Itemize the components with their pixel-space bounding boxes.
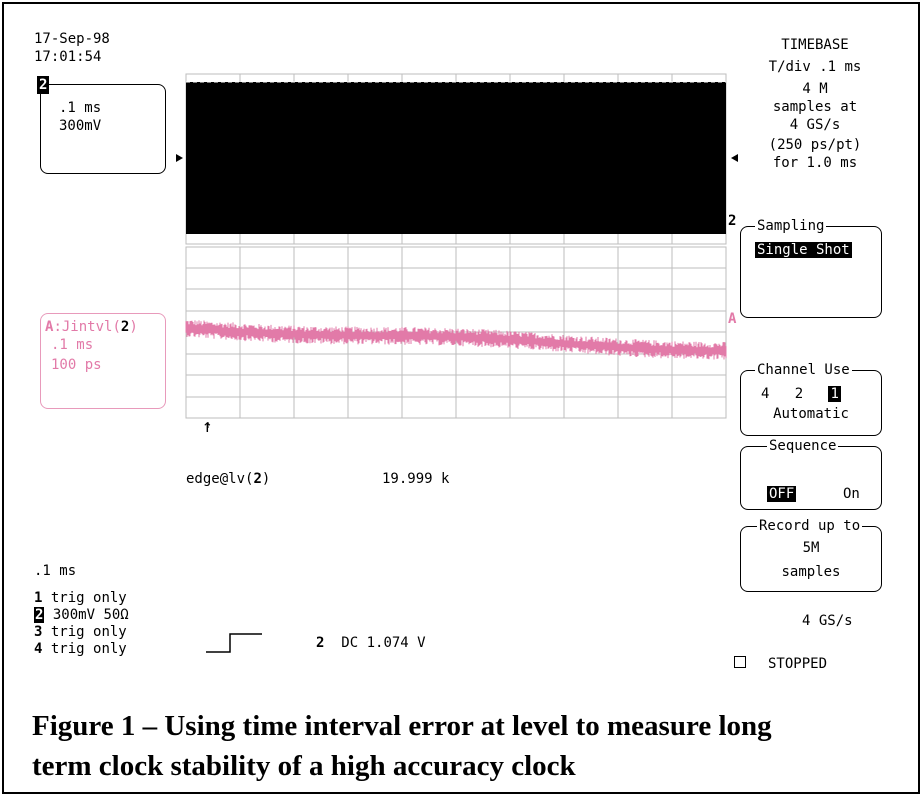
channel-num: 3: [34, 624, 43, 640]
time-text: 17:01:54: [34, 49, 102, 65]
timebase-panel: TIMEBASE T/div .1 ms 4 M samples at 4 GS…: [740, 34, 890, 174]
channel-use-1[interactable]: 1: [828, 386, 841, 402]
measurement-value: 19.999 k: [382, 471, 450, 487]
record-menu[interactable]: Record up to 5M samples: [740, 517, 882, 592]
trigger-channel: 2: [316, 635, 325, 651]
left-level-arrow: [176, 154, 183, 162]
sampling-value: Single Shot: [755, 242, 852, 258]
timebase-samples: 4 M: [802, 81, 828, 97]
trigger-coupling: DC 1.074 V: [341, 635, 426, 651]
trace2-voltdiv: 300mV: [59, 118, 102, 134]
caption-line-2: term clock stability of a high accuracy …: [32, 750, 576, 782]
trace2-badge: 2: [37, 76, 50, 94]
channel-status-row: 2 300mV 50Ω: [34, 607, 129, 624]
sequence-title: Sequence: [767, 437, 839, 455]
channel-num: 1: [34, 590, 43, 606]
traceA-name-line: A:Jintvl(2): [45, 318, 138, 336]
trigger-info: 2 DC 1.074 V: [316, 634, 426, 652]
channel-use-title: Channel Use: [755, 361, 852, 379]
channel-text: trig only: [50, 590, 127, 606]
scope-display[interactable]: [176, 68, 746, 428]
caption-line-1: Figure 1 – Using time interval error at …: [32, 710, 772, 742]
channel-use-options: 4 2 1: [761, 385, 841, 403]
traceA-scale: 100 ps: [51, 357, 102, 373]
trace2-right-marker: 2: [728, 213, 737, 229]
sampling-title: Sampling: [755, 217, 827, 235]
timebase-per-pt: (250 ps/pt): [768, 137, 862, 153]
channel-use-4[interactable]: 4: [761, 386, 770, 402]
right-level-arrow: [731, 154, 738, 162]
traceA-name: :Jintvl(: [53, 319, 121, 335]
sequence-off[interactable]: OFF: [767, 486, 797, 502]
measurement-close: ): [261, 471, 271, 487]
traceA-waveform: [185, 320, 727, 360]
channel-status-row: 3 trig only: [34, 624, 129, 641]
bottom-timediv: .1 ms: [34, 563, 77, 579]
trace2-label-box[interactable]: 2 .1 ms 300mV: [37, 76, 166, 174]
sampling-menu[interactable]: Sampling Single Shot: [740, 217, 882, 318]
trigger-edge-icon: [206, 633, 262, 653]
date-text: 17-Sep-98: [34, 31, 110, 47]
channel-num: 2: [34, 607, 45, 623]
date-time: 17-Sep-98 17:01:54: [34, 30, 110, 66]
traceA-timediv: .1 ms: [51, 337, 94, 353]
traceA-source: 2: [120, 319, 130, 335]
status-indicator-icon: [734, 656, 746, 668]
acquisition-status: STOPPED: [768, 656, 828, 672]
measurement-label: edge@lv(2): [186, 470, 270, 488]
traceA-close: ): [129, 319, 138, 335]
channel-use-mode: Automatic: [773, 406, 849, 422]
channel-status-row: 4 trig only: [34, 641, 129, 658]
traceA-label-box[interactable]: A:Jintvl(2) .1 ms 100 ps: [40, 313, 166, 409]
record-unit: samples: [781, 564, 841, 580]
sample-rate: 4 GS/s: [802, 613, 853, 629]
timebase-samples-at: samples at: [772, 99, 858, 115]
record-value: 5M: [802, 540, 820, 556]
trigger-position-arrow-icon: ↑: [202, 416, 213, 437]
sequence-on[interactable]: On: [843, 486, 860, 502]
traceA-right-marker: A: [728, 311, 737, 327]
figure-caption: Figure 1 – Using time interval error at …: [32, 706, 892, 786]
measurement-source: 2: [253, 471, 262, 487]
traceA-badge: A: [45, 319, 54, 335]
trace2-waveform: [186, 82, 726, 234]
channel-use-2[interactable]: 2: [794, 386, 804, 402]
timebase-title: TIMEBASE: [781, 37, 849, 53]
measurement-name: edge@lv(: [186, 471, 254, 487]
timebase-for: for 1.0 ms: [772, 155, 858, 171]
timebase-tdiv: T/div .1 ms: [768, 59, 862, 75]
sequence-menu[interactable]: Sequence OFF On: [740, 437, 882, 510]
channel-text: trig only: [50, 641, 127, 657]
channel-status-list: 1 trig only 2 300mV 50Ω 3 trig only 4 tr…: [34, 590, 129, 658]
channel-text: trig only: [50, 624, 127, 640]
channel-status-row: 1 trig only: [34, 590, 129, 607]
channel-text: 300mV 50Ω: [52, 607, 129, 623]
record-title: Record up to: [757, 517, 863, 535]
channel-num: 4: [34, 641, 43, 657]
channel-use-menu[interactable]: Channel Use 4 2 1 Automatic: [740, 361, 882, 436]
trace2-timediv: .1 ms: [59, 100, 102, 116]
timebase-rate: 4 GS/s: [789, 117, 841, 133]
